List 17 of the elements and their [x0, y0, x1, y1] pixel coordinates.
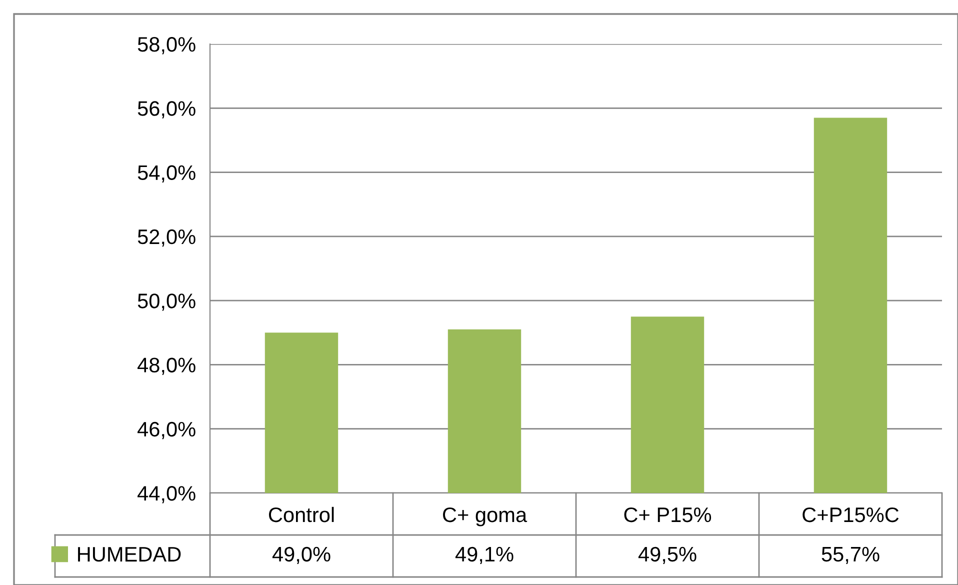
data-label: 49,0%	[272, 546, 330, 564]
y-tick-label: 48,0%	[138, 358, 196, 375]
x-tick-label: C+ goma	[443, 507, 528, 526]
data-label: 49,1%	[455, 546, 514, 564]
y-tick-label: 52,0%	[138, 229, 196, 247]
x-tick-label: C+ P15%	[624, 507, 712, 522]
x-tick-label: Control	[268, 506, 334, 522]
data-label: 55,7%	[822, 546, 880, 564]
y-tick-label: 54,0%	[138, 165, 196, 182]
y-tick-label: 56,0%	[138, 101, 196, 118]
y-tick-label: 50,0%	[138, 294, 196, 311]
legend-label: HUMEDAD	[78, 547, 181, 562]
y-tick-label: 58,0%	[138, 37, 196, 54]
data-label: 49,5%	[638, 546, 696, 564]
x-tick-label: C+P15%C	[802, 507, 899, 522]
y-tick-label: 44,0%	[138, 486, 196, 504]
y-tick-label: 46,0%	[138, 422, 196, 440]
